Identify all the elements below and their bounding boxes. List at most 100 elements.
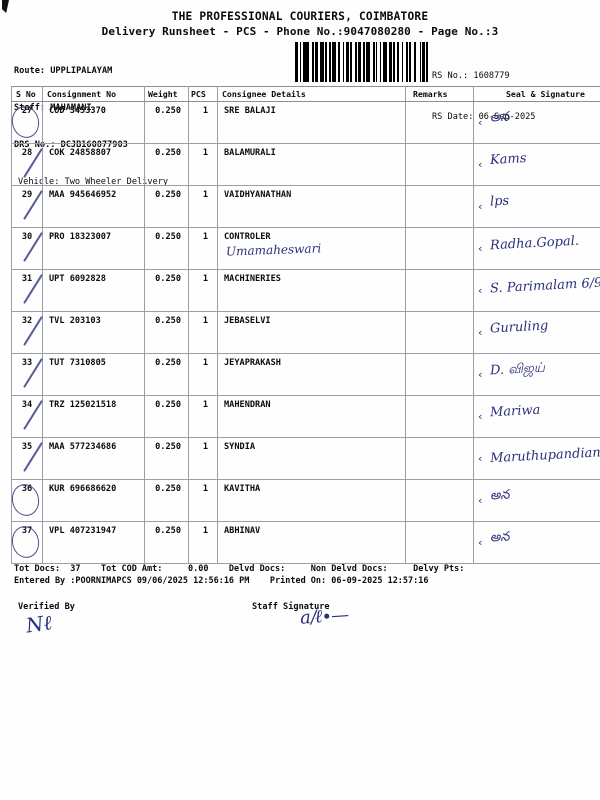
table-row: 35 MAA 577234686 0.250 1 SYNDIA ‹ Maruthupandi… bbox=[11, 437, 600, 480]
seal-tick-icon: ‹ bbox=[478, 326, 483, 339]
cell-sno: 28 bbox=[11, 143, 43, 186]
cell-remarks bbox=[405, 395, 474, 438]
cell-weight: 0.250 bbox=[144, 437, 189, 480]
cell-consignee-details: MAHENDRAN bbox=[217, 395, 406, 438]
column-header-remarks: Remarks bbox=[405, 86, 474, 102]
cell-sno: 33 bbox=[11, 353, 43, 396]
remarks-value bbox=[406, 396, 473, 400]
runsheet-table: S No Consignment No Weight PCS Consignee… bbox=[8, 86, 600, 564]
handwritten-seal-signature: D. விஜய் bbox=[489, 360, 546, 379]
cell-weight: 0.250 bbox=[144, 269, 189, 312]
cell-seal-signature: ‹ Kams bbox=[473, 143, 600, 186]
cell-weight: 0.250 bbox=[144, 101, 189, 144]
remarks-value bbox=[406, 270, 473, 274]
remarks-value bbox=[406, 228, 473, 232]
sno-value: 30 bbox=[21, 232, 33, 242]
cell-consignee-details: SRE BALAJI bbox=[217, 101, 406, 144]
sno-value: 36 bbox=[21, 484, 33, 494]
seal-value bbox=[474, 354, 600, 358]
consignment-no-value: VPL 407231947 bbox=[49, 526, 117, 536]
pcs-value: 1 bbox=[202, 274, 208, 284]
cell-sno: 32 bbox=[11, 311, 43, 354]
seal-value bbox=[474, 186, 600, 190]
cell-seal-signature: ‹ Radha.Gopal. bbox=[473, 227, 600, 270]
column-header-consignment: Consignment No bbox=[42, 86, 145, 102]
remarks-value bbox=[406, 186, 473, 190]
cell-seal-signature: ‹ Mariwa bbox=[473, 395, 600, 438]
table-row: 34 TRZ 125021518 0.250 1 MAHENDRAN ‹ Mariwa bbox=[11, 395, 600, 438]
cell-consignment-no: CUD 3453370 bbox=[42, 101, 145, 144]
cell-consignment-no: COK 24858807 bbox=[42, 143, 145, 186]
verified-by-label: Verified By bbox=[18, 602, 75, 612]
cell-weight: 0.250 bbox=[144, 227, 189, 270]
cell-consignee-details: JEYAPRAKASH bbox=[217, 353, 406, 396]
cell-consignment-no: VPL 407231947 bbox=[42, 521, 145, 564]
sno-value: 27 bbox=[21, 106, 33, 116]
weight-value: 0.250 bbox=[155, 106, 181, 116]
weight-value: 0.250 bbox=[155, 358, 181, 368]
table-row: 28 COK 24858807 0.250 1 BALAMURALI ‹ Kams bbox=[11, 143, 600, 186]
handwritten-seal-signature: lps bbox=[489, 193, 510, 210]
cell-sno: 31 bbox=[11, 269, 43, 312]
table-row: 37 VPL 407231947 0.250 1 ABHINAV ‹ అన bbox=[8, 521, 600, 564]
cell-sno: 27 bbox=[8, 101, 43, 144]
seal-value bbox=[474, 480, 600, 484]
pcs-value: 1 bbox=[202, 232, 208, 242]
cell-pcs: 1 bbox=[188, 395, 218, 438]
table-row: 36 KUR 696686620 0.250 1 KAVITHA ‹ అన bbox=[8, 479, 600, 522]
cell-consignee-details: CONTROLER Umamaheswari bbox=[217, 227, 406, 270]
weight-value: 0.250 bbox=[155, 316, 181, 326]
sno-value: 31 bbox=[21, 274, 33, 284]
handwritten-seal-signature: Mariwa bbox=[489, 402, 541, 421]
weight-value: 0.250 bbox=[155, 484, 181, 494]
cell-consignee-details: SYNDIA bbox=[217, 437, 406, 480]
table-row: 29 MAA 945646952 0.250 1 VAIDHYANATHAN ‹ lps bbox=[11, 185, 600, 228]
seal-value bbox=[474, 228, 600, 232]
pcs-value: 1 bbox=[202, 190, 208, 200]
table-row: 30 PRO 18323007 0.250 1 CONTROLER Umamaheswar… bbox=[11, 227, 600, 270]
seal-value bbox=[474, 438, 600, 442]
cell-consignment-no: TRZ 125021518 bbox=[42, 395, 145, 438]
handwritten-seal-signature: Kams bbox=[489, 151, 527, 168]
cell-consignee-details: ABHINAV bbox=[217, 521, 406, 564]
cell-pcs: 1 bbox=[188, 185, 218, 228]
company-title: THE PROFESSIONAL COURIERS, COIMBATORE bbox=[171, 10, 429, 23]
consignee-value: BALAMURALI bbox=[224, 148, 276, 158]
consignment-no-value: KUR 696686620 bbox=[49, 484, 117, 494]
consignee-value: SRE BALAJI bbox=[224, 106, 276, 116]
weight-value: 0.250 bbox=[155, 442, 181, 452]
cell-seal-signature: ‹ Maruthupandian 9944066660 bbox=[473, 437, 600, 480]
pcs-value: 1 bbox=[202, 358, 208, 368]
handwritten-seal-signature: Guruling bbox=[489, 318, 549, 337]
handwritten-consignee-note: Umamaheswari bbox=[225, 241, 322, 259]
totals-line: Tot Docs: 37 Tot COD Amt: 0.00 Delvd Doc… bbox=[14, 564, 465, 574]
cell-sno: 29 bbox=[11, 185, 43, 228]
consignment-no-value: CUD 3453370 bbox=[49, 106, 106, 116]
cell-pcs: 1 bbox=[188, 143, 218, 186]
seal-tick-icon: ‹ bbox=[478, 158, 483, 171]
seal-value bbox=[474, 144, 600, 148]
seal-tick-icon: ‹ bbox=[478, 494, 483, 507]
weight-value: 0.250 bbox=[155, 190, 181, 200]
remarks-value bbox=[406, 522, 473, 526]
cell-remarks bbox=[405, 227, 474, 270]
cell-remarks bbox=[405, 479, 474, 522]
sno-value: 29 bbox=[21, 190, 33, 200]
document-subtitle: Delivery Runsheet - PCS - Phone No.:9047… bbox=[101, 25, 499, 38]
cell-consignment-no: PRO 18323007 bbox=[42, 227, 145, 270]
remarks-value bbox=[406, 480, 473, 484]
cell-seal-signature: ‹ lps bbox=[473, 185, 600, 228]
pcs-value: 1 bbox=[202, 106, 208, 116]
consignee-value: JEBASELVI bbox=[224, 316, 271, 326]
remarks-value bbox=[406, 102, 473, 106]
cell-consignee-details: BALAMURALI bbox=[217, 143, 406, 186]
cell-consignee-details: MACHINERIES bbox=[217, 269, 406, 312]
cell-pcs: 1 bbox=[188, 521, 218, 564]
sno-value: 32 bbox=[21, 316, 33, 326]
consignment-no-value: MAA 577234686 bbox=[49, 442, 117, 452]
cell-weight: 0.250 bbox=[144, 311, 189, 354]
consignment-no-value: MAA 945646952 bbox=[49, 190, 117, 200]
consignment-no-value: TRZ 125021518 bbox=[49, 400, 117, 410]
cell-consignee-details: JEBASELVI bbox=[217, 311, 406, 354]
